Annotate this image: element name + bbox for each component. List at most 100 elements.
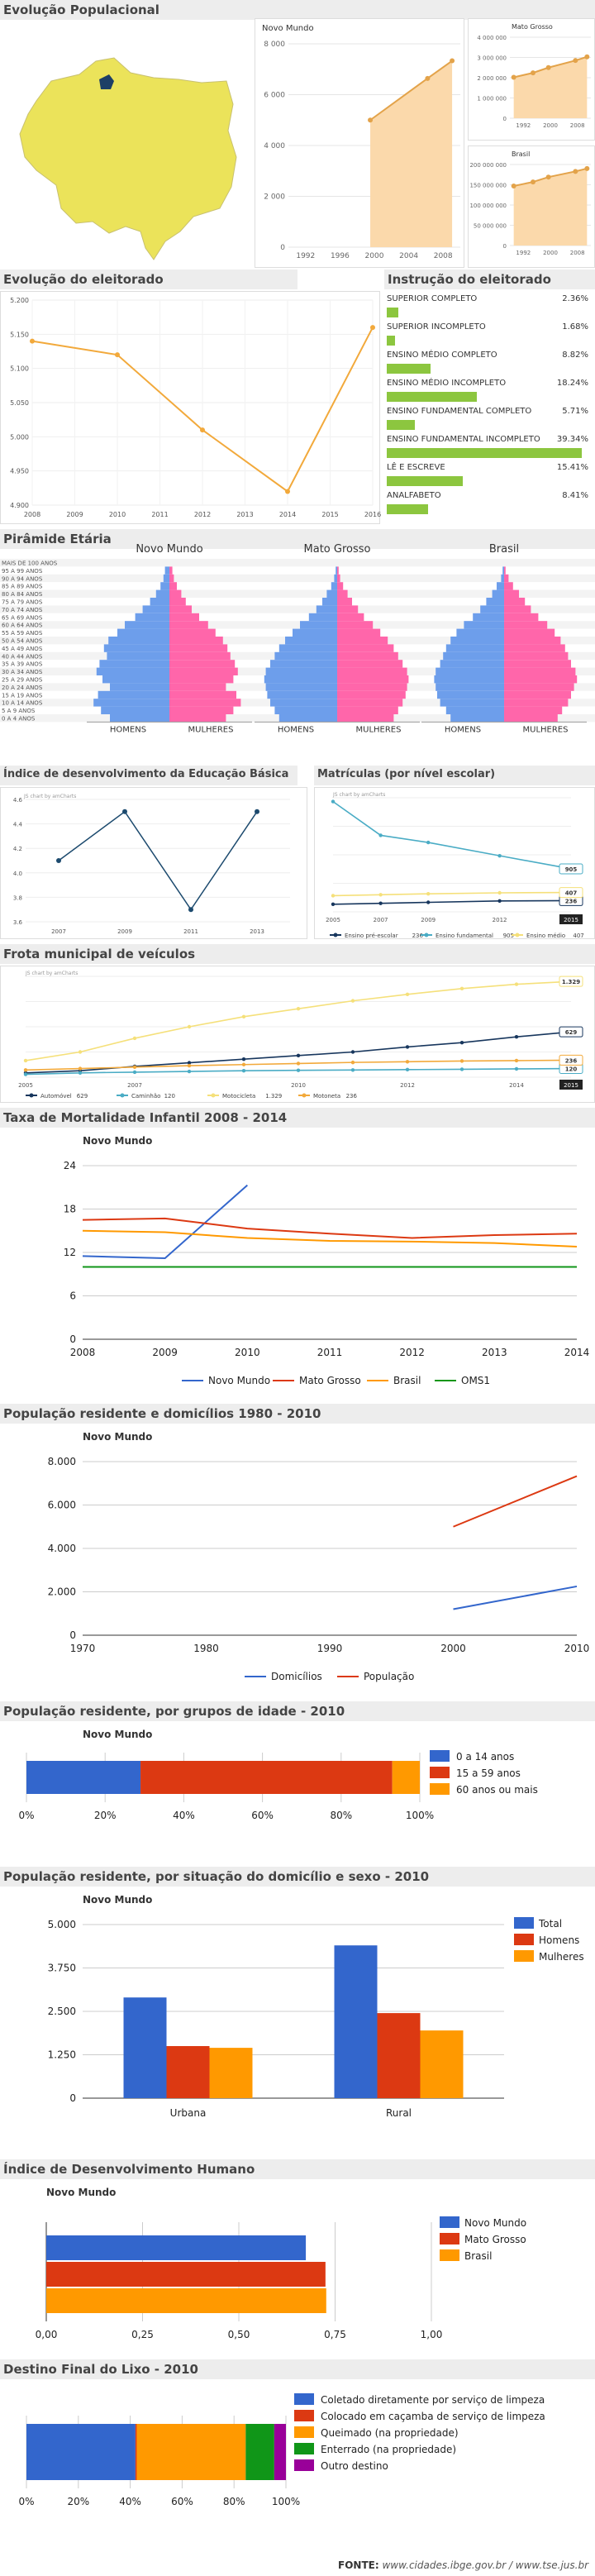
pyramid-bar-men xyxy=(502,566,504,575)
age-group-label: 90 A 94 ANOS xyxy=(2,575,43,582)
pyramid-bar-men xyxy=(450,637,504,645)
pyramid-bar-women xyxy=(504,628,555,637)
pyramid-xlabel: MULHERES xyxy=(356,725,402,734)
data-point xyxy=(350,1060,355,1065)
x-tick-label: 0,75 xyxy=(324,2329,346,2340)
chart-title: Novo Mundo xyxy=(83,1894,152,1906)
header-age-groups: População residente, por grupos de idade… xyxy=(0,1701,595,1721)
instruction-row: ENSINO MÉDIO COMPLETO 8.82% xyxy=(387,351,588,384)
legend-label: Outro destino xyxy=(321,2460,388,2472)
data-point xyxy=(350,999,355,1003)
legend-value: 905 xyxy=(503,933,514,939)
end-value-badge xyxy=(559,1026,583,1038)
x-tick-label: 2013 xyxy=(236,511,253,518)
end-value-badge xyxy=(559,863,583,875)
state-shape xyxy=(19,57,237,260)
legend-marker xyxy=(211,1093,216,1098)
x-tick-label: 0% xyxy=(18,2496,34,2507)
data-point xyxy=(573,58,578,64)
x-tick-label: 0% xyxy=(18,1810,34,1821)
y-tick-label: 4 000 xyxy=(264,142,285,150)
data-point xyxy=(23,1072,28,1076)
instruction-bar xyxy=(387,420,416,430)
age-group-label: 30 A 34 ANOS xyxy=(2,669,43,675)
y-tick-label: 5.100 xyxy=(10,365,29,373)
column-bar xyxy=(377,2013,421,2098)
pyramid-bar-men xyxy=(108,637,169,645)
data-point xyxy=(459,1059,464,1063)
x-tick-label: 2011 xyxy=(183,928,198,935)
y-tick-label: 5.000 xyxy=(48,1919,76,1930)
data-point xyxy=(296,1007,301,1011)
data-point xyxy=(370,325,375,331)
data-point xyxy=(331,799,336,804)
x-tick-label: 2007 xyxy=(374,917,388,923)
pyramid-bar-men xyxy=(142,605,169,613)
data-point xyxy=(331,902,336,906)
data-point xyxy=(331,894,336,898)
x-tick-label: 2012 xyxy=(194,511,211,518)
age-groups-chart: Novo Mundo 0% 20% 40% 60% 80% 100% 0 a 14 anos 1… xyxy=(18,1729,537,1821)
age-group-label: 15 A 19 ANOS xyxy=(2,692,43,699)
data-point xyxy=(405,1045,410,1049)
series-line xyxy=(453,1585,578,1610)
x-tick-label: 20% xyxy=(94,1810,117,1821)
age-group-label: 25 A 29 ANOS xyxy=(2,677,43,684)
pyramid-bar-men xyxy=(110,683,169,691)
x-tick-label: 2000 xyxy=(440,1643,466,1654)
instruction-value: 18.24% xyxy=(556,379,588,388)
pyramid-bar-women xyxy=(169,706,234,714)
pyramid-bar-men xyxy=(464,621,504,629)
x-tick-label: 2007 xyxy=(127,1082,142,1089)
pyramid-bar-men xyxy=(316,605,337,613)
end-value-label: 905 xyxy=(565,866,578,873)
pyramid-bar-men xyxy=(456,628,504,637)
pyramid-bar-women xyxy=(169,628,216,637)
pyramid-band xyxy=(0,621,595,629)
pyramid-bar-women xyxy=(169,637,223,645)
y-tick-label: 4.2 xyxy=(13,846,22,852)
pop-chart-novo-mundo: Novo Mundo 0 2 000 4 000 6 000 8 000 1992 1996 2… xyxy=(262,24,460,260)
pyramid-bar-men xyxy=(445,644,504,652)
data-point xyxy=(459,1040,464,1045)
data-point xyxy=(187,1063,192,1068)
age-group-label: 80 A 84 ANOS xyxy=(2,591,43,598)
instruction-value: 1.68% xyxy=(562,322,588,332)
y-tick-label: 5.050 xyxy=(10,399,29,407)
pyramid-bar-women xyxy=(337,683,407,691)
y-tick-label: 2 000 000 xyxy=(477,75,507,82)
data-point xyxy=(497,890,502,895)
data-point xyxy=(426,840,431,845)
header-fleet: Frota municipal de veículos xyxy=(0,944,595,964)
stacked-bar-segment xyxy=(274,2424,286,2480)
chart-title: Novo Mundo xyxy=(83,1729,152,1740)
x-tick-label: 2000 xyxy=(543,250,558,256)
age-group-label: 35 A 39 ANOS xyxy=(2,661,43,668)
data-point xyxy=(378,901,383,905)
legend-swatch xyxy=(294,2459,314,2471)
stacked-bar-segment xyxy=(135,2424,137,2480)
series-line xyxy=(58,810,258,911)
legend-marker xyxy=(515,933,520,937)
x-tick-label: 2016 xyxy=(364,511,381,518)
pyramid-bar-women xyxy=(504,574,509,583)
pyramid-bar-women xyxy=(337,621,374,629)
pyramid-bar-men xyxy=(274,651,337,661)
instruction-bar xyxy=(387,336,396,346)
x-tick-label: 2008 xyxy=(24,511,40,518)
pyramid-bar-men xyxy=(322,598,337,606)
pyramid-bar-women xyxy=(337,675,409,684)
data-point xyxy=(511,74,516,80)
instruction-value: 5.71% xyxy=(562,407,588,416)
pyramid-bar-women xyxy=(337,690,406,699)
data-point xyxy=(405,1060,410,1064)
header-idh: Índice de Desenvolvimento Humano xyxy=(0,2159,595,2179)
x-tick-label: Urbana xyxy=(170,2107,207,2119)
stacked-bar-segment xyxy=(26,2424,136,2480)
pyramid-bar-men xyxy=(164,566,169,575)
pyramid-bar-men xyxy=(501,574,504,583)
x-tick-label: 60% xyxy=(171,2496,193,2507)
legend-swatch xyxy=(294,2393,314,2405)
situation-chart: Novo Mundo 0 1.250 2.500 3.750 5.000 Urbana Rur… xyxy=(48,1894,584,2119)
data-point xyxy=(187,1024,192,1029)
